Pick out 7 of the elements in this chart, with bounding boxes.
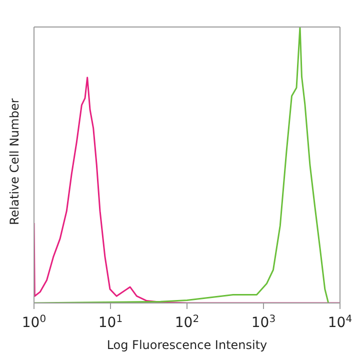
y-axis-title: Relative Cell Number [7,98,22,225]
x-tick-label: 10$^{3}$ [251,314,276,331]
x-tick-label: 10$^{1}$ [98,314,123,331]
x-tick-label: 10$^{4}$ [328,314,352,331]
x-tick-label: 10$^{0}$ [22,314,46,331]
x-tick-label: 10$^{2}$ [174,314,200,331]
x-axis-title: Log Fluorescence Intensity [106,338,268,352]
